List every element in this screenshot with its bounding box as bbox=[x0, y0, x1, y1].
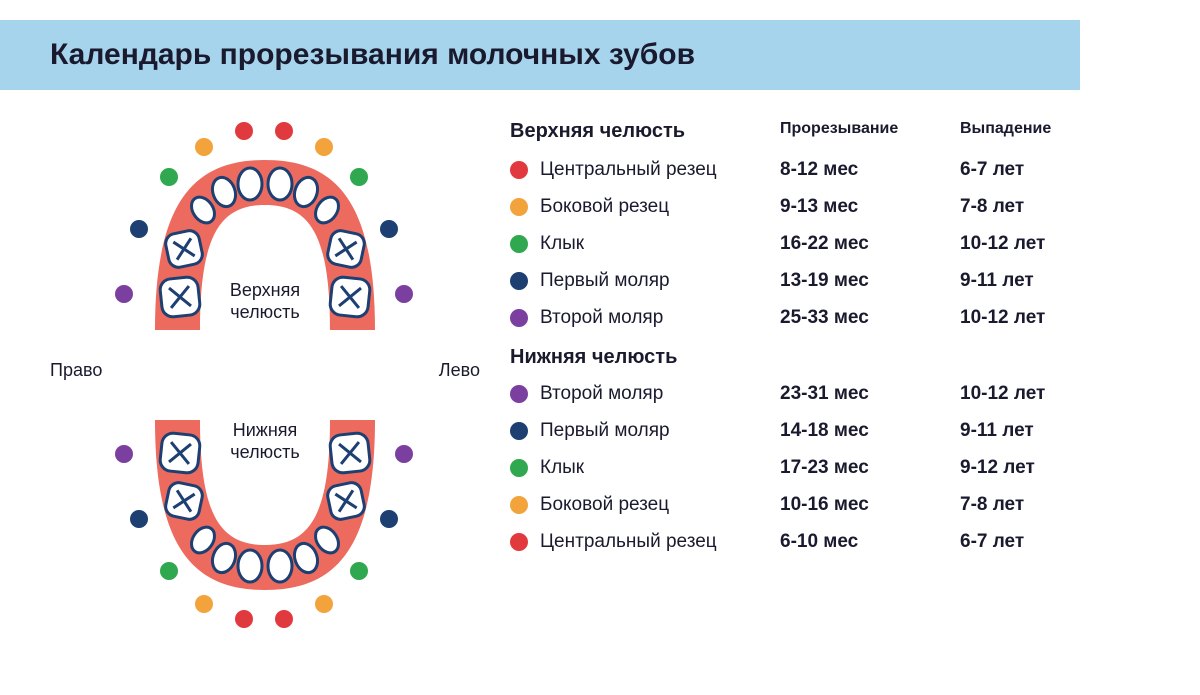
legend-dot bbox=[510, 235, 528, 253]
dot-upper-molar1-r bbox=[130, 220, 148, 238]
dot-lower-lateral-r bbox=[195, 595, 213, 613]
tooth-name: Клык bbox=[540, 457, 780, 479]
tooth-name: Первый моляр bbox=[540, 420, 780, 442]
upper-molar2-l bbox=[329, 276, 371, 318]
eruption-value: 8-12 мес bbox=[780, 159, 960, 181]
dot-upper-canine-r bbox=[160, 168, 178, 186]
legend-dot bbox=[510, 422, 528, 440]
dot-lower-molar2-r bbox=[115, 445, 133, 463]
dot-lower-canine-l bbox=[350, 562, 368, 580]
dot-lower-lateral-l bbox=[315, 595, 333, 613]
eruption-value: 14-18 мес bbox=[780, 420, 960, 442]
content: Верхняя челюсть Нижняя челюсть Право Лев… bbox=[0, 90, 1200, 660]
lower-central-l bbox=[268, 550, 292, 582]
legend-dot bbox=[510, 459, 528, 477]
dot-upper-canine-l bbox=[350, 168, 368, 186]
table-row: Первый моляр13-19 мес9-11 лет bbox=[510, 262, 1150, 299]
upper-molar1-r bbox=[164, 229, 204, 269]
upper-central-r bbox=[238, 168, 262, 200]
table-row: Боковой резец10-16 мес7-8 лет bbox=[510, 486, 1150, 523]
eruption-value: 13-19 мес bbox=[780, 270, 960, 292]
table-row: Второй моляр25-33 мес10-12 лет bbox=[510, 299, 1150, 336]
lower-molar2-l bbox=[329, 432, 371, 474]
dot-upper-central-l bbox=[275, 122, 293, 140]
dot-upper-molar2-r bbox=[115, 285, 133, 303]
falling-value: 9-12 лет bbox=[960, 457, 1100, 479]
teeth-diagram: Верхняя челюсть Нижняя челюсть Право Лев… bbox=[50, 110, 480, 640]
upper-jaw-label: Верхняя челюсть bbox=[205, 280, 325, 323]
dot-lower-molar2-l bbox=[395, 445, 413, 463]
dot-upper-molar2-l bbox=[395, 285, 413, 303]
eruption-value: 9-13 мес bbox=[780, 196, 960, 218]
upper-central-l bbox=[268, 168, 292, 200]
upper-molar1-l bbox=[326, 229, 366, 269]
lower-molar2-r bbox=[159, 432, 201, 474]
eruption-value: 25-33 мес bbox=[780, 307, 960, 329]
falling-value: 9-11 лет bbox=[960, 270, 1100, 292]
upper-molar2-r bbox=[159, 276, 201, 318]
legend-dot bbox=[510, 309, 528, 327]
table-row: Боковой резец9-13 мес7-8 лет bbox=[510, 188, 1150, 225]
left-label: Лево bbox=[439, 360, 480, 381]
falling-value: 10-12 лет bbox=[960, 233, 1100, 255]
falling-value: 7-8 лет bbox=[960, 494, 1100, 516]
dot-upper-molar1-l bbox=[380, 220, 398, 238]
lower-section-title: Нижняя челюсть bbox=[510, 346, 1150, 369]
table-row: Клык17-23 мес9-12 лет bbox=[510, 449, 1150, 486]
page-title: Календарь прорезывания молочных зубов bbox=[50, 38, 1030, 72]
tooth-name: Центральный резец bbox=[540, 159, 780, 181]
data-table: Верхняя челюсть Прорезывание Выпадение Ц… bbox=[510, 110, 1150, 640]
tooth-name: Клык bbox=[540, 233, 780, 255]
dot-upper-central-r bbox=[235, 122, 253, 140]
lower-molar1-r bbox=[164, 481, 204, 521]
legend-dot bbox=[510, 533, 528, 551]
legend-dot bbox=[510, 496, 528, 514]
legend-dot bbox=[510, 161, 528, 179]
falling-value: 7-8 лет bbox=[960, 196, 1100, 218]
dot-lower-central-l bbox=[275, 610, 293, 628]
dot-lower-canine-r bbox=[160, 562, 178, 580]
tooth-name: Боковой резец bbox=[540, 494, 780, 516]
falling-value: 9-11 лет bbox=[960, 420, 1100, 442]
lower-molar1-l bbox=[326, 481, 366, 521]
right-label: Право bbox=[50, 360, 102, 381]
falling-value: 6-7 лет bbox=[960, 159, 1100, 181]
dot-lower-molar1-l bbox=[380, 510, 398, 528]
falling-value: 10-12 лет bbox=[960, 307, 1100, 329]
dot-lower-molar1-r bbox=[130, 510, 148, 528]
dot-upper-lateral-l bbox=[315, 138, 333, 156]
legend-dot bbox=[510, 198, 528, 216]
header-falling: Выпадение bbox=[960, 120, 1100, 143]
eruption-value: 6-10 мес bbox=[780, 531, 960, 553]
lower-central-r bbox=[238, 550, 262, 582]
tooth-name: Боковой резец bbox=[540, 196, 780, 218]
table-row: Центральный резец6-10 мес6-7 лет bbox=[510, 523, 1150, 560]
table-row: Клык16-22 мес10-12 лет bbox=[510, 225, 1150, 262]
tooth-name: Центральный резец bbox=[540, 531, 780, 553]
falling-value: 6-7 лет bbox=[960, 531, 1100, 553]
dot-lower-central-r bbox=[235, 610, 253, 628]
tooth-name: Второй моляр bbox=[540, 383, 780, 405]
eruption-value: 17-23 мес bbox=[780, 457, 960, 479]
table-row: Первый моляр14-18 мес9-11 лет bbox=[510, 412, 1150, 449]
tooth-name: Второй моляр bbox=[540, 307, 780, 329]
header-eruption: Прорезывание bbox=[780, 120, 960, 143]
upper-section-title: Верхняя челюсть bbox=[510, 120, 780, 143]
legend-dot bbox=[510, 272, 528, 290]
table-header-row: Верхняя челюсть Прорезывание Выпадение bbox=[510, 120, 1150, 143]
lower-rows: Второй моляр23-31 мес10-12 летПервый мол… bbox=[510, 375, 1150, 560]
dot-upper-lateral-r bbox=[195, 138, 213, 156]
lower-jaw-label: Нижняя челюсть bbox=[205, 420, 325, 463]
title-bar: Календарь прорезывания молочных зубов bbox=[0, 20, 1080, 90]
falling-value: 10-12 лет bbox=[960, 383, 1100, 405]
table-row: Второй моляр23-31 мес10-12 лет bbox=[510, 375, 1150, 412]
table-row: Центральный резец8-12 мес6-7 лет bbox=[510, 151, 1150, 188]
legend-dot bbox=[510, 385, 528, 403]
eruption-value: 10-16 мес bbox=[780, 494, 960, 516]
eruption-value: 23-31 мес bbox=[780, 383, 960, 405]
tooth-name: Первый моляр bbox=[540, 270, 780, 292]
upper-rows: Центральный резец8-12 мес6-7 летБоковой … bbox=[510, 151, 1150, 336]
eruption-value: 16-22 мес bbox=[780, 233, 960, 255]
